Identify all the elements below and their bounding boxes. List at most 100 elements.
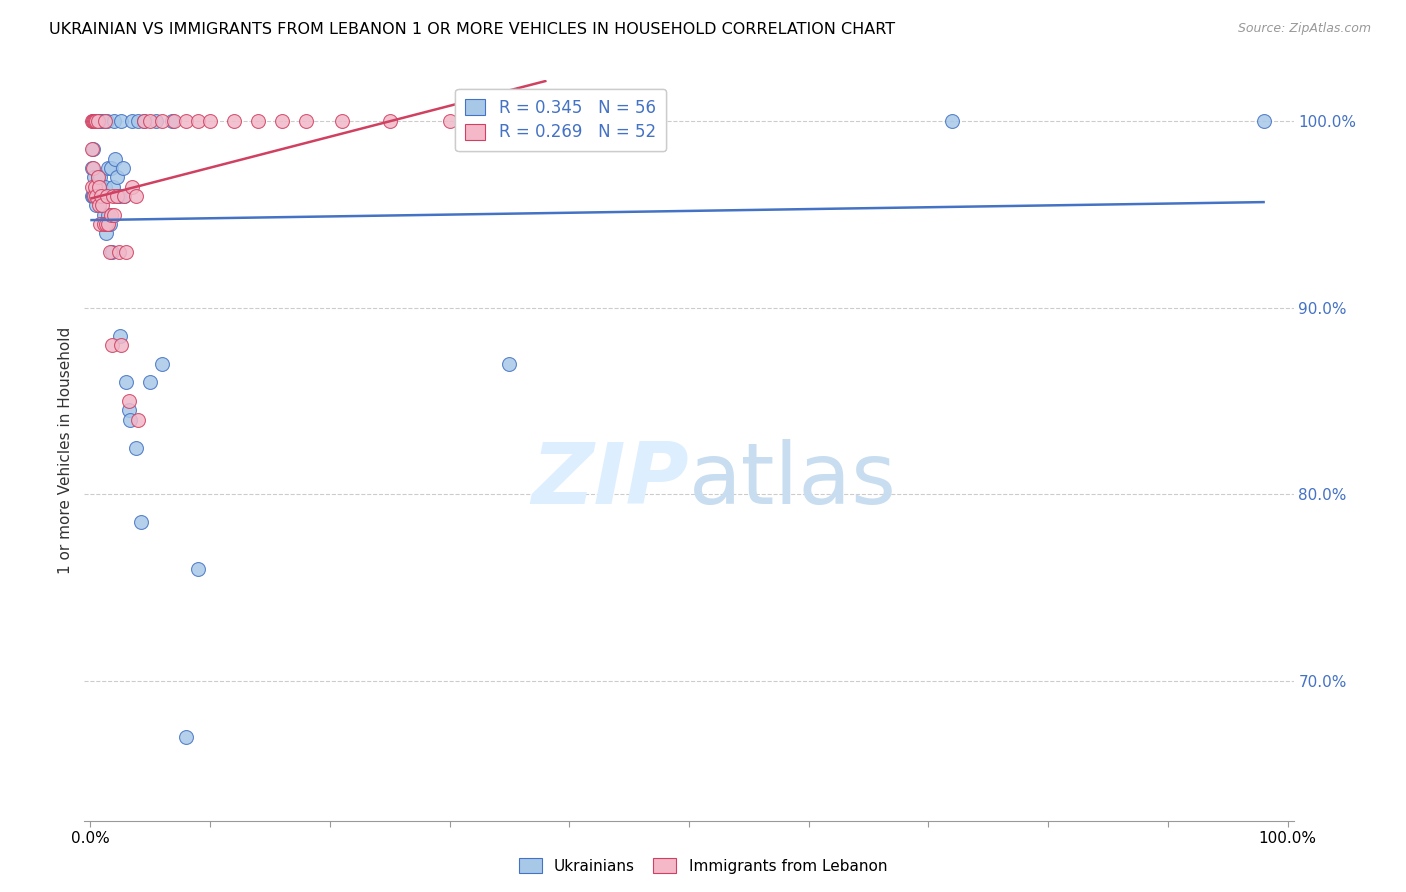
Point xyxy=(498,357,520,371)
Text: ZIP: ZIP xyxy=(531,439,689,522)
Point xyxy=(93,114,115,128)
Point xyxy=(83,114,105,128)
Point xyxy=(112,189,135,203)
Point xyxy=(86,170,108,185)
Point xyxy=(103,208,125,222)
Point xyxy=(110,328,132,343)
Point xyxy=(134,114,156,128)
Point xyxy=(187,562,209,576)
Point xyxy=(96,114,118,128)
Point xyxy=(91,198,114,212)
Text: Source: ZipAtlas.com: Source: ZipAtlas.com xyxy=(1237,22,1371,36)
Point xyxy=(82,114,104,128)
Point xyxy=(111,161,134,175)
Text: UKRAINIAN VS IMMIGRANTS FROM LEBANON 1 OR MORE VEHICLES IN HOUSEHOLD CORRELATION: UKRAINIAN VS IMMIGRANTS FROM LEBANON 1 O… xyxy=(49,22,896,37)
Point xyxy=(98,244,121,259)
Point xyxy=(93,179,115,194)
Point xyxy=(163,114,186,128)
Point xyxy=(100,208,122,222)
Legend: R = 0.345   N = 56, R = 0.269   N = 52: R = 0.345 N = 56, R = 0.269 N = 52 xyxy=(456,88,666,152)
Point xyxy=(87,179,110,194)
Point xyxy=(84,114,107,128)
Point xyxy=(108,244,131,259)
Point xyxy=(84,179,107,194)
Point xyxy=(125,189,148,203)
Point xyxy=(93,217,115,231)
Point xyxy=(121,114,143,128)
Point xyxy=(112,189,135,203)
Point xyxy=(87,179,110,194)
Point xyxy=(91,114,114,128)
Point xyxy=(80,142,103,156)
Point xyxy=(270,114,292,128)
Point xyxy=(110,114,132,128)
Point xyxy=(115,376,138,390)
Point xyxy=(150,357,173,371)
Point xyxy=(83,114,105,128)
Point xyxy=(86,198,108,212)
Point xyxy=(125,441,148,455)
Point xyxy=(82,142,104,156)
Point xyxy=(82,189,104,203)
Point xyxy=(87,114,110,128)
Point xyxy=(80,179,103,194)
Point xyxy=(86,114,108,128)
Point xyxy=(80,114,103,128)
Point xyxy=(118,403,141,417)
Point xyxy=(118,413,141,427)
Point xyxy=(82,114,104,128)
Point xyxy=(134,114,156,128)
Point xyxy=(150,114,173,128)
Point xyxy=(378,114,401,128)
Point xyxy=(105,170,128,185)
Point xyxy=(187,114,209,128)
Point xyxy=(104,152,127,166)
Point xyxy=(93,208,115,222)
Point xyxy=(91,189,114,203)
Point xyxy=(330,114,353,128)
Point xyxy=(246,114,269,128)
Point xyxy=(97,217,120,231)
Point xyxy=(295,114,318,128)
Point xyxy=(118,394,141,409)
Point xyxy=(100,161,122,175)
Point xyxy=(86,114,108,128)
Point xyxy=(89,114,111,128)
Point xyxy=(108,189,131,203)
Point xyxy=(174,730,197,744)
Point xyxy=(129,515,152,529)
Point xyxy=(86,114,108,128)
Y-axis label: 1 or more Vehicles in Household: 1 or more Vehicles in Household xyxy=(58,326,73,574)
Point xyxy=(82,161,104,175)
Point xyxy=(80,189,103,203)
Point xyxy=(1253,114,1275,128)
Point xyxy=(198,114,221,128)
Point xyxy=(439,114,461,128)
Point xyxy=(87,198,110,212)
Point xyxy=(90,189,112,203)
Point xyxy=(94,217,117,231)
Point xyxy=(222,114,245,128)
Point xyxy=(139,114,162,128)
Point xyxy=(139,376,162,390)
Text: atlas: atlas xyxy=(689,439,897,522)
Point xyxy=(86,189,108,203)
Point xyxy=(83,170,105,185)
Legend: Ukrainians, Immigrants from Lebanon: Ukrainians, Immigrants from Lebanon xyxy=(513,852,893,880)
Point xyxy=(86,170,108,185)
Point xyxy=(80,161,103,175)
Point xyxy=(174,114,197,128)
Point xyxy=(84,114,107,128)
Point xyxy=(121,179,143,194)
Point xyxy=(103,114,125,128)
Point xyxy=(96,189,118,203)
Point xyxy=(89,170,111,185)
Point xyxy=(110,338,132,352)
Point xyxy=(101,179,124,194)
Point xyxy=(127,114,149,128)
Point xyxy=(105,189,128,203)
Point xyxy=(534,114,557,128)
Point xyxy=(941,114,963,128)
Point xyxy=(83,189,105,203)
Point xyxy=(84,189,107,203)
